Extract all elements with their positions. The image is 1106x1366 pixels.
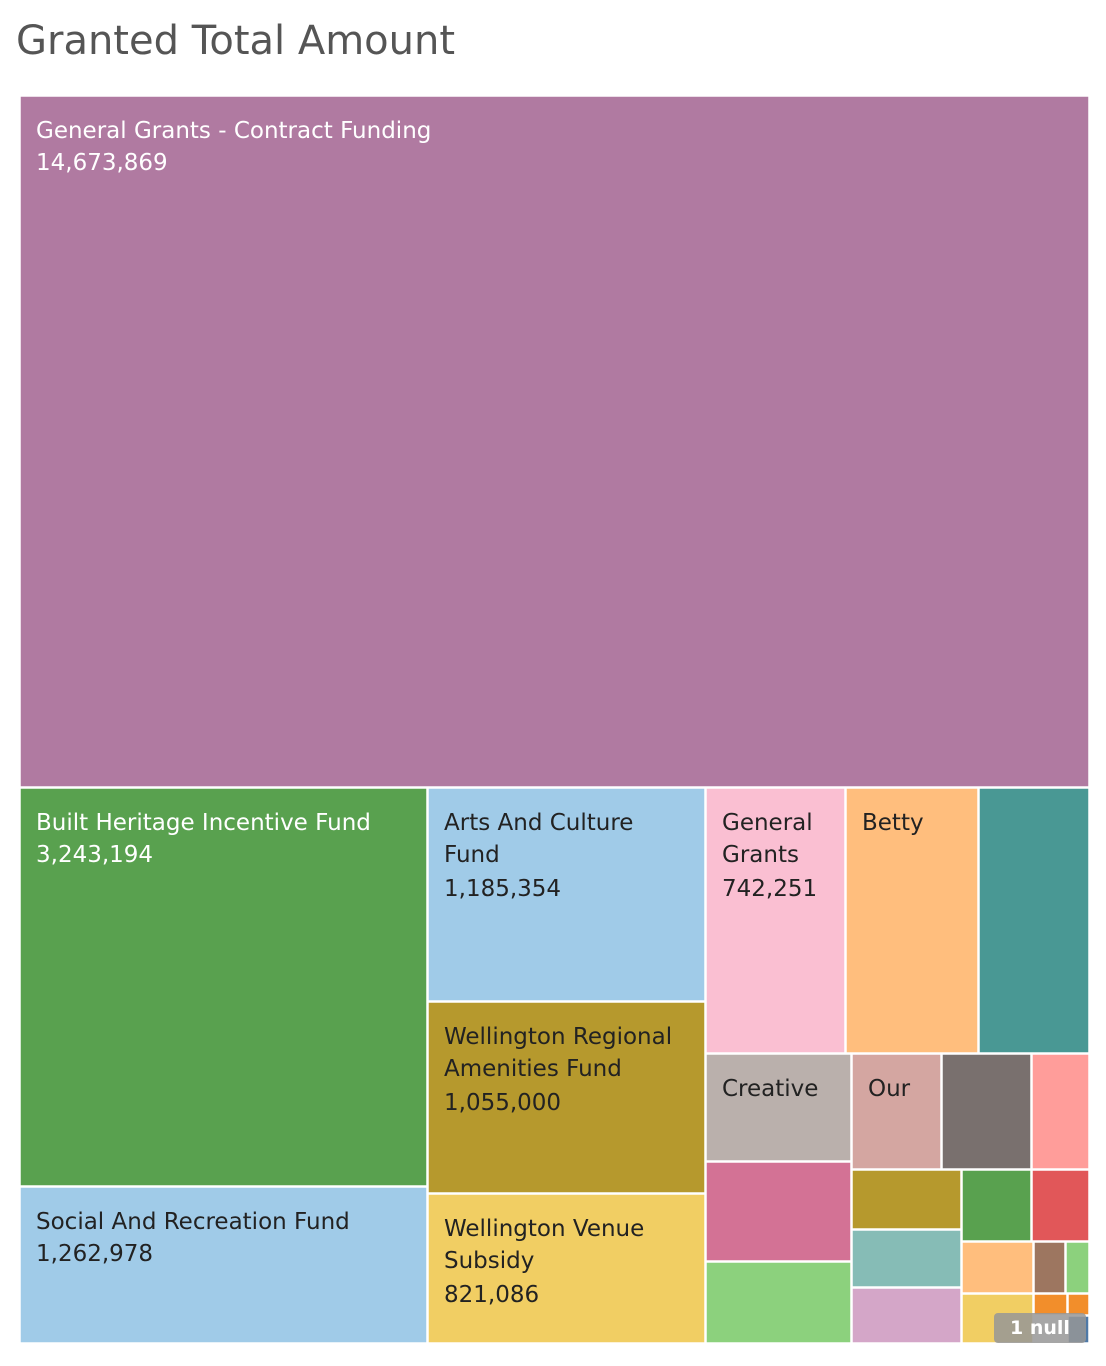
tile-rect-unlabeled-22[interactable] [851,1287,962,1344]
tile-wellington-venue-subsidy[interactable]: Wellington Venue Subsidy 821,086 [427,1193,706,1344]
tile-value-wellington-venue-subsidy: 821,086 [444,1282,539,1308]
tile-unlabeled-24[interactable] [1033,1293,1068,1316]
tile-unlabeled-13[interactable] [705,1161,852,1262]
tile-label-general-grants-contract-funding: General Grants - Contract Funding [36,118,431,144]
tile-rect-unlabeled-18[interactable] [851,1229,962,1288]
tile-unlabeled-8[interactable] [978,787,1090,1054]
tile-label-wellington-regional-amenities-fund: Wellington Regional [444,1024,672,1050]
tile-rect-general-grants-contract-funding[interactable] [19,95,1090,788]
tile-label-wellington-regional-amenities-fund: Amenities Fund [444,1056,622,1082]
tile-rect-unlabeled-8[interactable] [978,787,1090,1054]
tile-general-grants-contract-funding[interactable]: General Grants - Contract Funding 14,673,… [19,95,1090,788]
tile-rect-creative[interactable] [705,1053,852,1162]
tile-rect-social-and-recreation-fund[interactable] [19,1186,428,1344]
tile-rect-unlabeled-13[interactable] [705,1161,852,1262]
tile-label-creative: Creative [722,1076,818,1102]
tile-unlabeled-22[interactable] [851,1287,962,1344]
tile-unlabeled-18[interactable] [851,1229,962,1288]
tile-wellington-regional-amenities-fund[interactable]: Wellington Regional Amenities Fund 1,055,0… [427,1001,706,1194]
tile-value-general-grants: 742,251 [722,876,817,902]
tile-rect-general-grants[interactable] [705,787,846,1054]
tile-label-built-heritage-incentive-fund: Built Heritage Incentive Fund [36,810,371,836]
tile-label-betty: Betty [862,810,924,836]
tile-rect-unlabeled-14[interactable] [705,1261,852,1344]
tile-general-grants[interactable]: General Grants 742,251 [705,787,846,1054]
tile-rect-unlabeled-24[interactable] [1033,1293,1068,1316]
tile-rect-unlabeled-21[interactable] [1065,1241,1090,1294]
tile-unlabeled-21[interactable] [1065,1241,1090,1294]
tile-rect-arts-and-culture-fund[interactable] [427,787,706,1002]
tile-label-arts-and-culture-fund: Fund [444,842,500,868]
tile-rect-unlabeled-15[interactable] [851,1169,962,1230]
tile-betty[interactable]: Betty [845,787,979,1054]
tile-rect-unlabeled-11[interactable] [941,1053,1032,1170]
tile-rect-wellington-regional-amenities-fund[interactable] [427,1001,706,1194]
tile-unlabeled-25[interactable] [1067,1293,1090,1316]
tile-social-and-recreation-fund[interactable]: Social And Recreation Fund 1,262,978 [19,1186,428,1344]
tile-label-arts-and-culture-fund: Arts And Culture [444,810,633,836]
tile-built-heritage-incentive-fund[interactable]: Built Heritage Incentive Fund 3,243,194 [19,787,428,1187]
tile-value-arts-and-culture-fund: 1,185,354 [444,876,561,902]
tile-label-general-grants: Grants [722,842,799,868]
tile-value-general-grants-contract-funding: 14,673,869 [36,150,168,176]
tile-arts-and-culture-fund[interactable]: Arts And Culture Fund 1,185,354 [427,787,706,1002]
tile-unlabeled-14[interactable] [705,1261,852,1344]
tile-unlabeled-11[interactable] [941,1053,1032,1170]
tile-rect-unlabeled-19[interactable] [961,1241,1034,1294]
tile-rect-our[interactable] [851,1053,942,1170]
tile-label-social-and-recreation-fund: Social And Recreation Fund [36,1209,350,1235]
tile-label-wellington-venue-subsidy: Wellington Venue [444,1216,644,1242]
tile-rect-unlabeled-17[interactable] [1031,1169,1090,1242]
tile-rect-betty[interactable] [845,787,979,1054]
tile-rect-unlabeled-20[interactable] [1033,1241,1066,1294]
tile-label-wellington-venue-subsidy: Subsidy [444,1248,534,1274]
tile-unlabeled-17[interactable] [1031,1169,1090,1242]
tile-rect-unlabeled-16[interactable] [961,1169,1032,1242]
tile-value-built-heritage-incentive-fund: 3,243,194 [36,842,153,868]
tile-unlabeled-16[interactable] [961,1169,1032,1242]
tile-label-our: Our [868,1076,911,1102]
tile-value-wellington-regional-amenities-fund: 1,055,000 [444,1090,561,1116]
tile-unlabeled-12[interactable] [1031,1053,1090,1170]
tile-unlabeled-20[interactable] [1033,1241,1066,1294]
tile-label-general-grants: General [722,810,813,836]
tile-rect-wellington-venue-subsidy[interactable] [427,1193,706,1344]
tile-creative[interactable]: Creative [705,1053,852,1162]
tile-value-social-and-recreation-fund: 1,262,978 [36,1241,153,1267]
null-indicator-badge[interactable]: 1 null [994,1313,1086,1343]
tile-unlabeled-15[interactable] [851,1169,962,1230]
tile-rect-unlabeled-12[interactable] [1031,1053,1090,1170]
tile-unlabeled-19[interactable] [961,1241,1034,1294]
chart-title: Granted Total Amount [16,18,456,64]
tile-rect-built-heritage-incentive-fund[interactable] [19,787,428,1187]
tile-our[interactable]: Our [851,1053,942,1170]
tile-rect-unlabeled-25[interactable] [1067,1293,1090,1316]
